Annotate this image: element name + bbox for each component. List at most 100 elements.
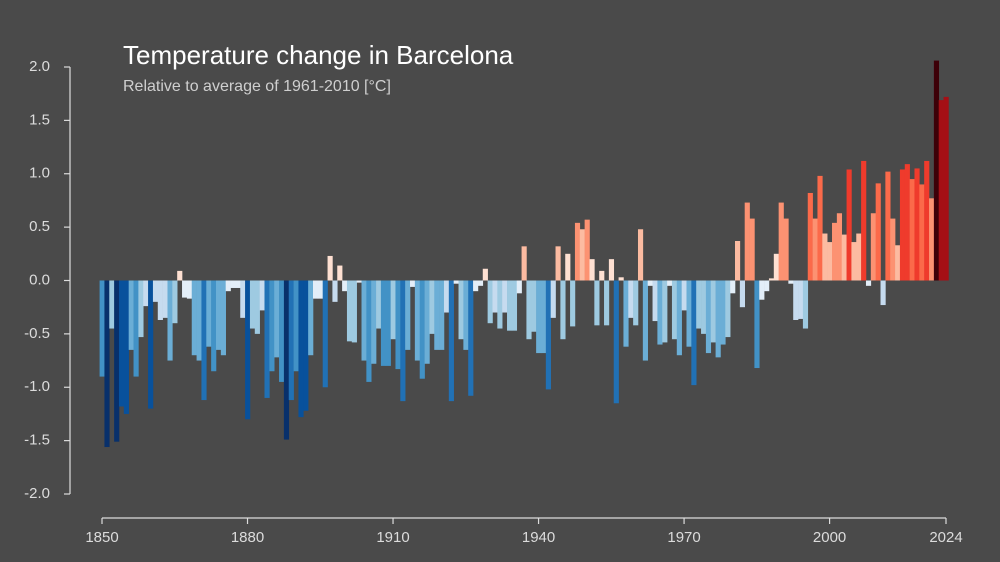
- bar: [298, 280, 304, 418]
- bar: [157, 280, 163, 320]
- bar: [686, 280, 692, 347]
- bar: [885, 171, 891, 281]
- bar: [240, 280, 246, 318]
- bar: [293, 280, 299, 372]
- bar: [536, 280, 542, 354]
- bar: [662, 280, 668, 343]
- bar: [783, 218, 789, 281]
- bar: [279, 280, 285, 382]
- bar: [667, 280, 673, 286]
- bar: [696, 280, 702, 329]
- bar: [424, 280, 430, 364]
- bar: [473, 280, 479, 292]
- bar: [138, 280, 144, 338]
- bar: [754, 280, 760, 369]
- bar: [123, 280, 129, 414]
- bar: [162, 280, 168, 318]
- bar: [822, 233, 828, 281]
- bar: [152, 280, 159, 302]
- bar: [235, 280, 241, 288]
- y-tick-label: 1.5: [29, 111, 50, 128]
- bar: [288, 280, 294, 401]
- bar: [938, 100, 944, 281]
- bar: [540, 280, 547, 354]
- bar: [574, 222, 581, 281]
- bar: [497, 280, 503, 329]
- bar: [211, 280, 217, 372]
- bar: [759, 280, 765, 300]
- bar: [371, 280, 377, 364]
- bar: [429, 280, 435, 334]
- bar: [778, 202, 784, 281]
- bar: [715, 280, 721, 358]
- bar: [851, 242, 857, 281]
- bar: [691, 280, 697, 386]
- bar: [802, 280, 809, 329]
- bar: [798, 280, 804, 319]
- bar: [710, 280, 716, 343]
- bar: [196, 280, 202, 361]
- bar: [308, 280, 314, 356]
- bar: [929, 198, 935, 281]
- bar: [482, 268, 488, 281]
- bar: [458, 280, 464, 340]
- bar: [507, 280, 513, 331]
- bar: [201, 280, 207, 401]
- x-tick-label: 1880: [231, 529, 264, 546]
- bar: [817, 175, 823, 281]
- bar: [701, 280, 707, 334]
- bar: [744, 202, 750, 281]
- x-tick-label: 2024: [929, 529, 962, 546]
- bar: [933, 60, 940, 281]
- bar: [410, 280, 416, 287]
- bar: [177, 270, 183, 281]
- bar: [439, 280, 445, 350]
- bar: [531, 280, 537, 332]
- bar: [206, 280, 212, 347]
- bar: [405, 280, 411, 350]
- bar: [264, 280, 270, 398]
- bar: [904, 164, 910, 281]
- bar: [366, 280, 372, 382]
- bar: [274, 280, 280, 358]
- bar: [836, 213, 843, 281]
- chart-subtitle: Relative to average of 1961-2010 [°C]: [123, 78, 391, 95]
- bar: [681, 280, 687, 311]
- bar: [167, 280, 173, 361]
- bar: [846, 169, 852, 281]
- bar: [487, 280, 493, 324]
- bar: [99, 280, 105, 377]
- bar: [511, 280, 518, 331]
- y-tick-label: 0.0: [29, 271, 50, 288]
- bar: [749, 218, 755, 281]
- bar: [400, 280, 406, 402]
- bar: [332, 280, 338, 302]
- y-tick-label: 1.0: [29, 165, 50, 182]
- bar: [642, 280, 648, 361]
- bar: [865, 280, 872, 286]
- bar: [570, 280, 576, 327]
- y-tick-label: 2.0: [29, 58, 50, 75]
- bar: [419, 280, 425, 379]
- bar: [594, 280, 600, 326]
- bar: [133, 280, 139, 377]
- bar: [313, 280, 319, 299]
- bar: [346, 280, 353, 342]
- bar: [225, 280, 231, 292]
- bar: [191, 280, 197, 356]
- bar: [463, 280, 469, 350]
- bar: [671, 280, 678, 340]
- bar: [303, 280, 309, 411]
- bar: [943, 96, 949, 281]
- bar: [647, 280, 653, 286]
- bar: [254, 280, 260, 334]
- bar: [477, 280, 484, 286]
- bar: [788, 280, 794, 284]
- bar: [351, 280, 357, 343]
- bar: [555, 246, 561, 281]
- bar: [148, 280, 154, 409]
- bar: [327, 255, 333, 281]
- bar: [172, 280, 178, 324]
- bar: [924, 160, 930, 281]
- bar: [720, 280, 726, 345]
